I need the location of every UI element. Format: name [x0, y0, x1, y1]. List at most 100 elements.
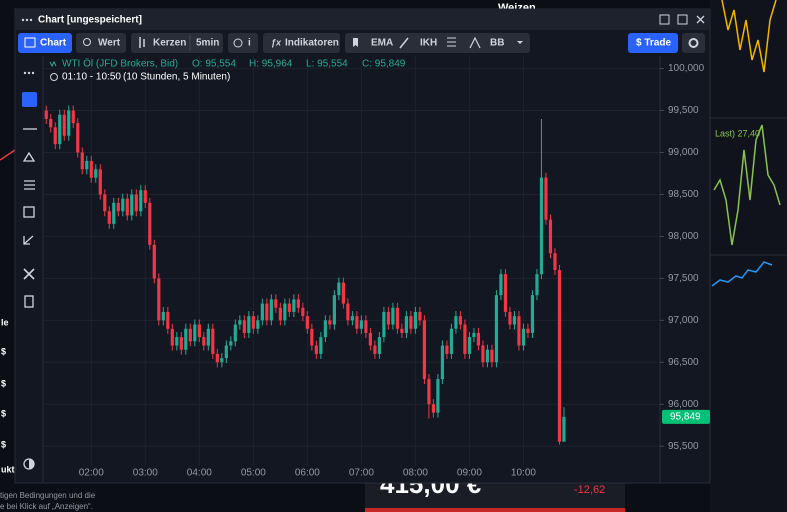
detach-button[interactable]	[677, 14, 688, 25]
background-note: e bei Klick auf „Anzeigen“.	[0, 502, 93, 511]
candle-body	[202, 337, 206, 346]
tool-icon[interactable]	[23, 71, 27, 75]
background-panel	[365, 483, 625, 512]
y-tick-label: 99,000	[668, 147, 699, 158]
tool-icon[interactable]	[31, 71, 35, 75]
zigzag-icon[interactable]	[469, 36, 481, 49]
x-tick-label: 10:00	[511, 468, 536, 479]
candle-body	[454, 316, 458, 329]
candle-body	[44, 110, 48, 119]
tool-icon[interactable]	[23, 268, 35, 280]
candle-body	[364, 320, 368, 333]
y-tick-label: 96,000	[668, 399, 699, 410]
candle-body	[62, 114, 66, 136]
x-tick-label: 09:00	[457, 468, 482, 479]
x-tick-label: 06:00	[295, 468, 320, 479]
menu-icon[interactable]	[25, 18, 29, 22]
candle-body	[242, 320, 246, 333]
bb-button-label[interactable]: BB	[490, 38, 504, 49]
y-tick-label: 97,500	[668, 273, 699, 284]
indicators-button[interactable]	[263, 33, 340, 53]
last-price-tag	[662, 409, 710, 424]
tool-icon[interactable]	[24, 180, 35, 190]
candle-body	[274, 299, 278, 308]
candle-body	[553, 253, 557, 270]
x-tick-label: 05:00	[241, 468, 266, 479]
tool-icon[interactable]	[23, 235, 34, 245]
candle-body	[251, 316, 255, 329]
y-tick-label: 96,500	[668, 357, 699, 368]
legend-high: H: 95,964	[249, 59, 293, 70]
candle-body	[494, 295, 499, 363]
tool-icon[interactable]	[27, 71, 31, 75]
candle-button-label[interactable]: Kerzen	[153, 38, 186, 49]
draw-icon[interactable]	[399, 37, 409, 49]
ikh-icon[interactable]	[447, 37, 456, 47]
candle-body	[445, 345, 449, 354]
settings-button[interactable]	[682, 33, 705, 53]
candle-body	[341, 282, 345, 304]
candle-body	[418, 311, 422, 321]
interval-button-label[interactable]: 5min	[196, 38, 219, 49]
legend-range: 01:10 - 10:50	[62, 72, 121, 83]
background-line	[0, 149, 16, 161]
candle-body	[94, 169, 98, 178]
candle-body	[296, 299, 300, 308]
candle-body	[184, 328, 188, 350]
candle-body	[431, 404, 436, 413]
x-tick-label: 07:00	[349, 468, 374, 479]
trade-button-label[interactable]: $ Trade	[636, 38, 671, 49]
y-tick-label: 100,000	[668, 63, 705, 74]
background-line	[721, 0, 777, 73]
y-tick-label: 95,500	[668, 441, 699, 452]
candle-body	[463, 324, 467, 354]
candle-body	[319, 337, 323, 354]
y-tick-label: 98,500	[668, 189, 699, 200]
candle-body	[130, 194, 134, 216]
candle-body	[107, 211, 111, 224]
fx-icon: ƒx	[271, 37, 282, 47]
candle-body	[400, 328, 404, 333]
info-button-label[interactable]: i	[248, 38, 251, 49]
candle-body	[544, 177, 548, 220]
candle-icon	[139, 37, 145, 48]
chart-button-label[interactable]: Chart	[40, 38, 67, 49]
candle-body	[467, 337, 472, 354]
background-line	[713, 124, 781, 246]
candle-button[interactable]	[131, 33, 223, 53]
candle-body	[112, 202, 116, 224]
candle-body	[139, 190, 143, 212]
legend-low: L: 95,554	[306, 59, 348, 70]
candle-body	[449, 328, 454, 354]
bookmark-icon[interactable]	[353, 38, 358, 47]
ema-button-label[interactable]: EMA	[371, 38, 393, 49]
candle-body	[337, 282, 341, 296]
search-button-label[interactable]: Wert	[98, 38, 121, 49]
candle-body	[53, 127, 57, 145]
tool-icon[interactable]	[23, 206, 35, 218]
tool-icon[interactable]	[22, 92, 37, 107]
candle-body	[85, 160, 89, 170]
candle-body	[472, 332, 476, 338]
candle-body	[121, 198, 125, 212]
trade-button[interactable]	[628, 33, 678, 53]
background-text: Last) 27,40	[715, 128, 760, 138]
candle-body	[382, 311, 386, 338]
tool-icon[interactable]	[22, 151, 36, 162]
theme-icon[interactable]	[29, 459, 34, 469]
sidebar-tools	[22, 71, 37, 470]
maximize-button[interactable]	[659, 14, 670, 25]
menu-icon[interactable]	[21, 18, 25, 22]
menu-icon[interactable]	[29, 18, 33, 22]
candle-body	[67, 110, 71, 136]
close-button[interactable]	[696, 15, 705, 24]
ikh-button-label[interactable]: IKH	[420, 38, 437, 49]
info-button[interactable]	[228, 33, 258, 53]
tool-icon[interactable]	[24, 295, 34, 308]
indicators-button-label[interactable]: Indikatoren	[285, 38, 339, 49]
dropdown-icon[interactable]	[517, 41, 523, 44]
search-button[interactable]	[76, 33, 126, 53]
candle-body	[346, 303, 350, 321]
candle-body	[332, 295, 336, 325]
